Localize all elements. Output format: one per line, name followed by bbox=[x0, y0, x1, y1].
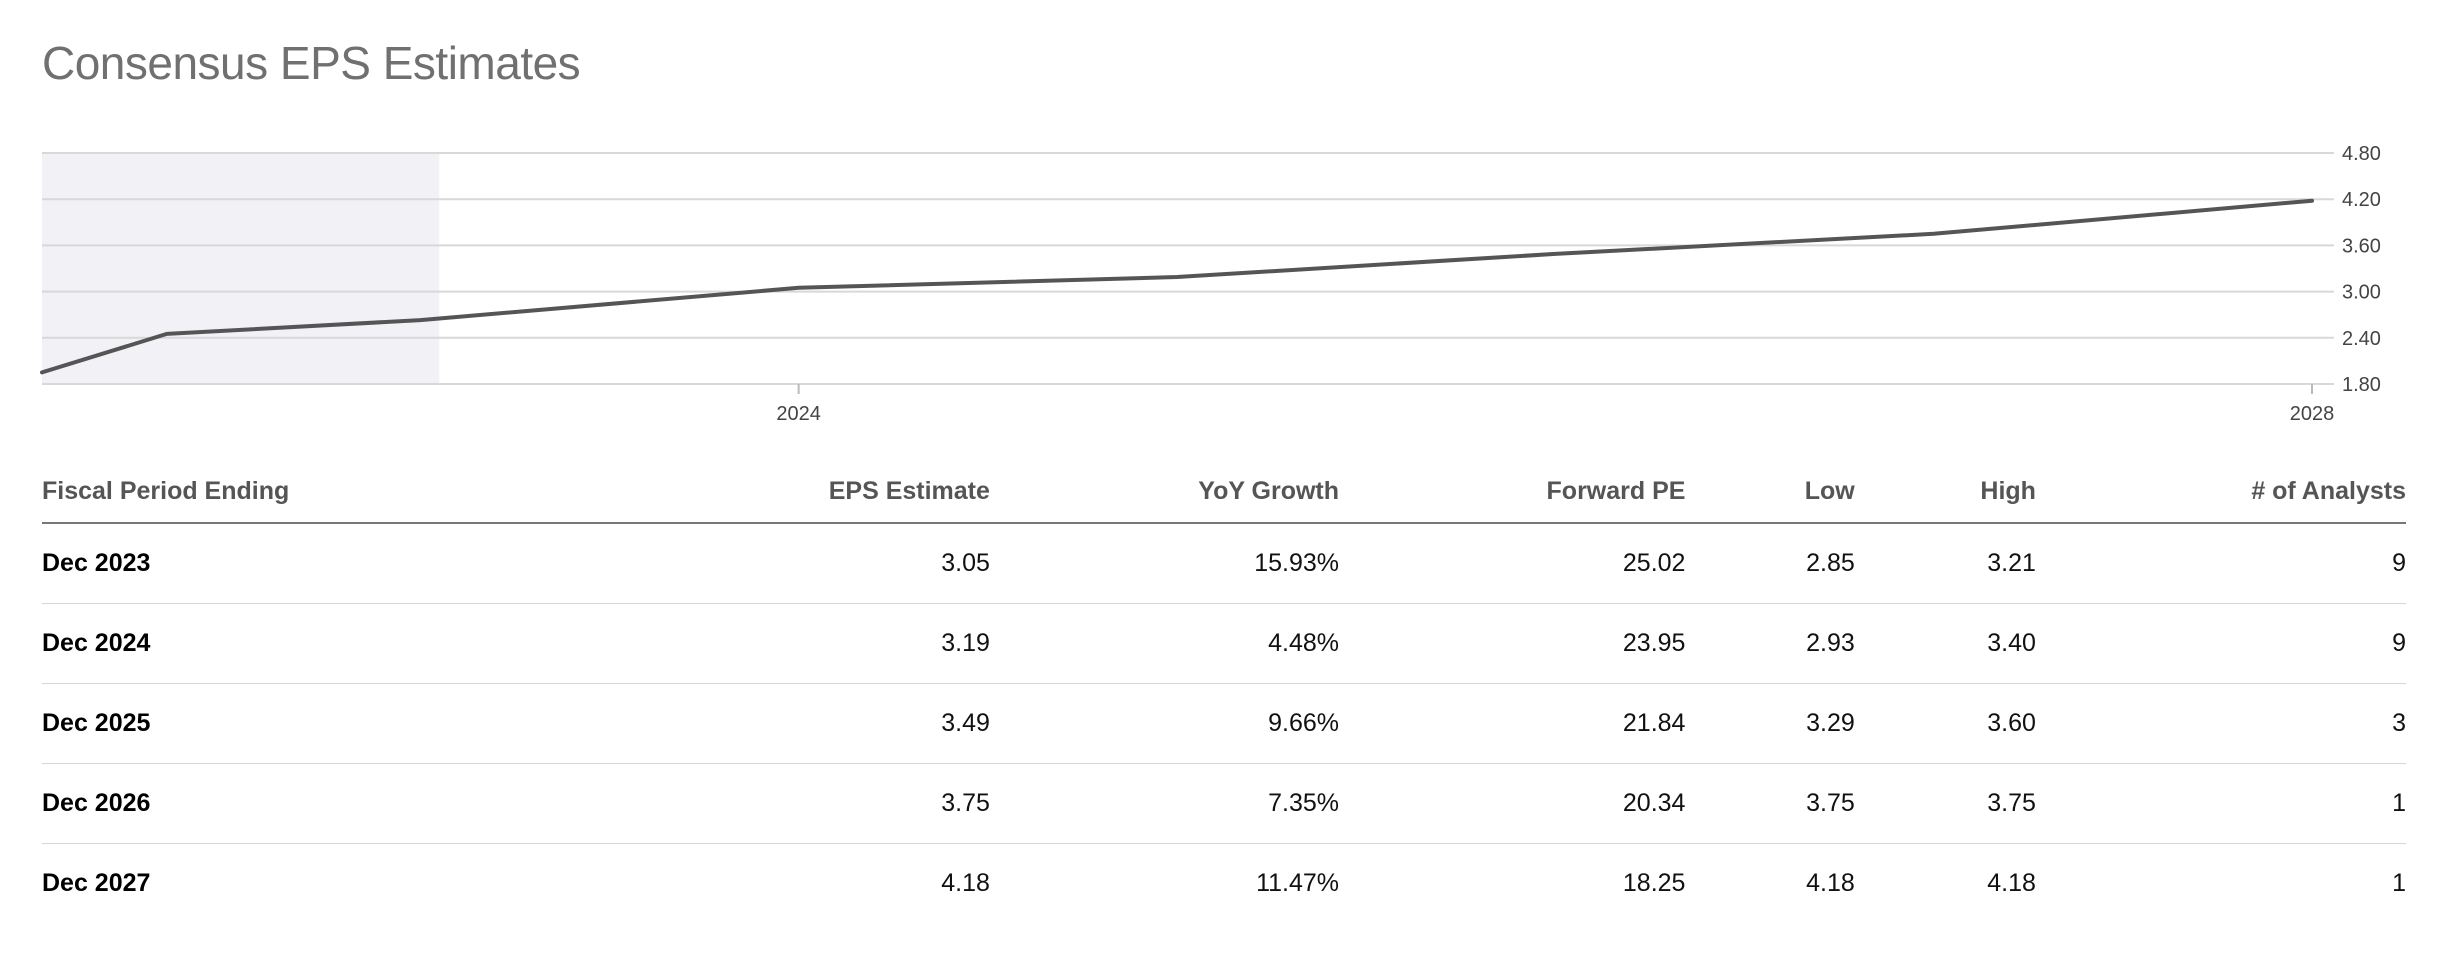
cell-num-analysts: 9 bbox=[2035, 523, 2406, 604]
cell-yoy-growth: 15.93% bbox=[989, 523, 1340, 604]
cell-eps-estimate: 3.75 bbox=[415, 763, 990, 844]
x-tick-label: 2028 bbox=[2290, 403, 2335, 425]
cell-high: 4.18 bbox=[1987, 869, 2036, 897]
cell-eps-estimate: 4.18 bbox=[941, 869, 990, 897]
cell-high: 3.21 bbox=[1854, 523, 2036, 604]
y-tick-label: 2.40 bbox=[2342, 328, 2381, 350]
cell-fiscal-period: Dec 2024 bbox=[42, 603, 416, 684]
history-shaded-region bbox=[42, 153, 440, 384]
cell-forward-pe: 21.84 bbox=[1339, 683, 1686, 764]
cell-num-analysts: 3 bbox=[2035, 683, 2406, 764]
table-row: Dec 2024 3.19 4.48% 23.95 2.93 3.40 9 bbox=[42, 603, 2406, 684]
cell-eps-estimate: 3.05 bbox=[415, 523, 990, 604]
table-row: Dec 2023 3.05 15.93% 25.02 2.85 3.21 9 bbox=[42, 523, 2406, 604]
header-yoy-growth[interactable]: YoY Growth bbox=[989, 460, 1340, 524]
table-header-row: Fiscal Period Ending EPS Estimate YoY Gr… bbox=[42, 460, 2406, 524]
header-fiscal-period[interactable]: Fiscal Period Ending bbox=[42, 460, 416, 524]
cell-low: 2.93 bbox=[1685, 603, 1855, 684]
cell-fiscal-period: Dec 2026 bbox=[42, 763, 416, 844]
y-tick-label: 3.00 bbox=[2342, 282, 2381, 304]
cell-yoy-growth: 7.35% bbox=[989, 763, 1340, 844]
header-forward-pe[interactable]: Forward PE bbox=[1339, 460, 1686, 524]
cell-low: 3.75 bbox=[1685, 763, 1855, 844]
y-tick-label: 1.80 bbox=[2342, 374, 2381, 396]
eps-line-chart: 4.80 4.20 3.60 3.00 2.40 1.80 2024 2028 bbox=[40, 143, 2381, 425]
cell-forward-pe: 20.34 bbox=[1339, 763, 1686, 844]
cell-fiscal-period: Dec 2025 bbox=[42, 683, 416, 764]
header-eps-estimate[interactable]: EPS Estimate bbox=[415, 460, 990, 524]
cell-low: 2.85 bbox=[1685, 523, 1855, 604]
table-row: Dec 2026 3.75 7.35% 20.34 3.75 3.75 1 bbox=[42, 763, 2406, 844]
cell-num-analysts: 1 bbox=[2035, 763, 2406, 844]
table-row: Dec 2027 4.18 11.47% 18.25 4.18 4.18 1 bbox=[42, 844, 2406, 924]
cell-eps-estimate: 3.19 bbox=[415, 603, 990, 684]
table-row: Dec 2025 3.49 9.66% 21.84 3.29 3.60 3 bbox=[42, 683, 2406, 764]
cell-forward-pe: 18.25 bbox=[1622, 869, 1686, 897]
header-num-analysts[interactable]: # of Analysts bbox=[2035, 460, 2406, 524]
cell-forward-pe: 23.95 bbox=[1339, 603, 1686, 684]
header-low[interactable]: Low bbox=[1685, 460, 1855, 524]
cell-high: 3.75 bbox=[1854, 763, 2036, 844]
cell-yoy-growth: 11.47% bbox=[1256, 869, 1340, 897]
header-high[interactable]: High bbox=[1854, 460, 2036, 524]
cell-high: 3.40 bbox=[1854, 603, 2036, 684]
eps-estimates-table: Fiscal Period Ending EPS Estimate YoY Gr… bbox=[42, 460, 2406, 923]
cell-yoy-growth: 9.66% bbox=[989, 683, 1340, 764]
cell-eps-estimate: 3.49 bbox=[415, 683, 990, 764]
cell-low: 4.18 bbox=[1806, 869, 1855, 897]
cell-fiscal-period: Dec 2027 bbox=[42, 869, 151, 897]
cell-high: 3.60 bbox=[1854, 683, 2036, 764]
cell-low: 3.29 bbox=[1685, 683, 1855, 764]
x-tick-label: 2024 bbox=[776, 403, 821, 425]
cell-fiscal-period: Dec 2023 bbox=[42, 523, 416, 604]
cell-num-analysts: 9 bbox=[2035, 603, 2406, 684]
cell-forward-pe: 25.02 bbox=[1339, 523, 1686, 604]
cell-num-analysts: 1 bbox=[2392, 869, 2406, 897]
cell-yoy-growth: 4.48% bbox=[989, 603, 1340, 684]
eps-series-line bbox=[40, 198, 2314, 375]
y-tick-label: 3.60 bbox=[2342, 235, 2381, 257]
y-tick-label: 4.20 bbox=[2342, 189, 2381, 211]
y-tick-label: 4.80 bbox=[2342, 143, 2381, 165]
page-title: Consensus EPS Estimates bbox=[42, 37, 581, 89]
